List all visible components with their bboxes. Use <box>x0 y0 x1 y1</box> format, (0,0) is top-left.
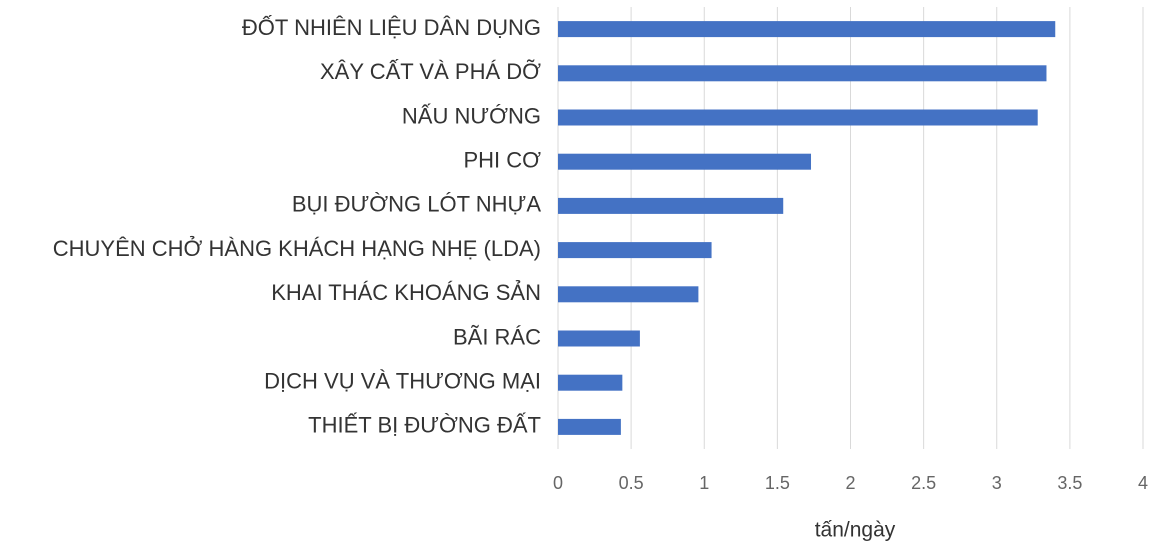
x-tick-label: 3 <box>992 473 1002 493</box>
y-tick-label: KHAI THÁC KHOÁNG SẢN <box>271 280 541 305</box>
bar <box>558 197 784 214</box>
y-tick-label: BỤI ĐƯỜNG LÓT NHỰA <box>292 192 542 217</box>
bar <box>558 374 623 391</box>
y-tick-label: XÂY CẤT VÀ PHÁ DỠ <box>320 59 541 84</box>
x-tick-label: 1.5 <box>765 473 790 493</box>
bar <box>558 418 621 435</box>
x-tick-label: 3.5 <box>1057 473 1082 493</box>
y-tick-label: BÃI RÁC <box>453 324 541 349</box>
x-tick-label: 0 <box>553 473 563 493</box>
y-tick-label: DỊCH VỤ VÀ THƯƠNG MẠI <box>264 369 541 394</box>
x-axis-title: tấn/ngày <box>815 519 896 542</box>
bar <box>558 21 1056 38</box>
x-tick-label: 0.5 <box>619 473 644 493</box>
bar <box>558 330 640 347</box>
y-tick-label: PHI CƠ <box>463 148 541 173</box>
bar <box>558 242 712 259</box>
x-tick-label: 2 <box>845 473 855 493</box>
x-tick-label: 4 <box>1138 473 1148 493</box>
bar <box>558 286 699 303</box>
y-tick-label: CHUYÊN CHỞ HÀNG KHÁCH HẠNG NHẸ (LDA) <box>53 236 541 261</box>
x-tick-label: 1 <box>699 473 709 493</box>
bar <box>558 153 812 170</box>
y-tick-label: NẤU NƯỚNG <box>402 103 541 128</box>
x-tick-label: 2.5 <box>911 473 936 493</box>
y-tick-label: THIẾT BỊ ĐƯỜNG ĐẤT <box>308 413 541 438</box>
bar <box>558 65 1047 82</box>
bar <box>558 109 1038 126</box>
y-tick-label: ĐỐT NHIÊN LIỆU DÂN DỤNG <box>242 14 541 40</box>
